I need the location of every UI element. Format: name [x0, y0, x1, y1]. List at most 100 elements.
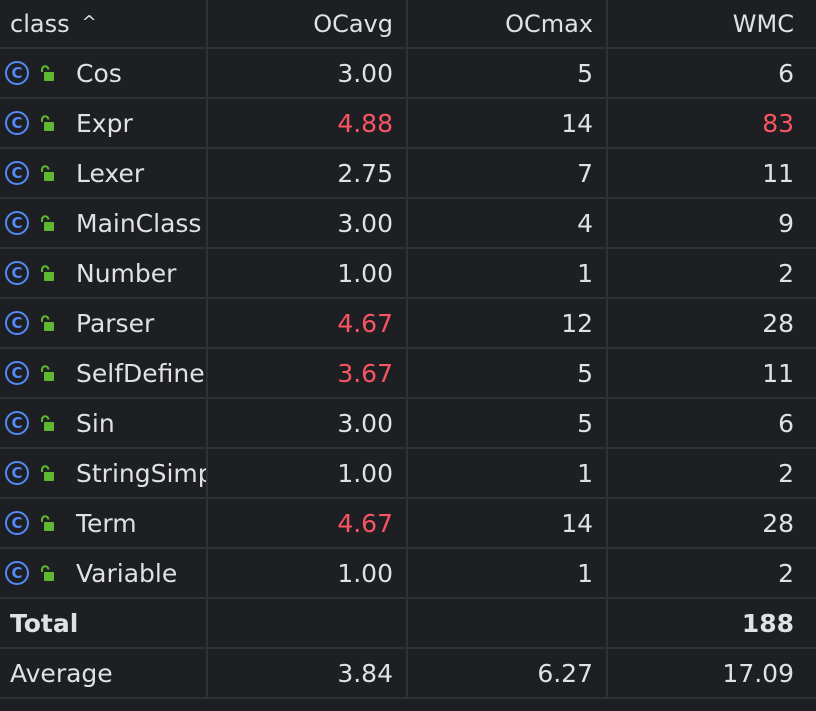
row-divider: [0, 97, 816, 99]
row-divider: [0, 147, 816, 149]
row-divider: [0, 47, 816, 49]
column-header-ocavg[interactable]: OCavg: [313, 10, 393, 38]
class-icon: C: [5, 561, 29, 585]
class-name: Term: [76, 508, 137, 538]
ocavg-cell: 4.88: [337, 108, 393, 138]
table-row[interactable]: C SelfDefine 3.67 5 11: [0, 348, 816, 398]
total-ocmax: [407, 598, 607, 648]
wmc-cell: 11: [762, 358, 794, 388]
average-label: Average: [10, 658, 113, 688]
wmc-cell: 83: [762, 108, 794, 138]
average-ocmax: 6.27: [537, 658, 593, 688]
class-icon: C: [5, 361, 29, 385]
table-row[interactable]: C MainClass 3.00 4 9: [0, 198, 816, 248]
wmc-cell: 28: [762, 308, 794, 338]
wmc-cell: 28: [762, 508, 794, 538]
class-name: Number: [76, 258, 177, 288]
class-icon: C: [5, 261, 29, 285]
class-name: Sin: [76, 408, 115, 438]
wmc-cell: 2: [778, 558, 794, 588]
class-icon: C: [5, 61, 29, 85]
table-row[interactable]: C Cos 3.00 5 6: [0, 48, 816, 98]
ocmax-cell: 1: [577, 558, 593, 588]
sort-ascending-icon[interactable]: ^: [81, 11, 97, 33]
unlocked-public-icon: [29, 464, 55, 482]
column-header-ocmax[interactable]: OCmax: [505, 10, 593, 38]
class-icon: C: [5, 461, 29, 485]
row-divider: [0, 197, 816, 199]
table-row[interactable]: C Lexer 2.75 7 11: [0, 148, 816, 198]
ocmax-cell: 5: [577, 58, 593, 88]
total-label: Total: [10, 608, 79, 638]
class-cell: C Variable: [0, 548, 207, 598]
class-cell: C Number: [0, 248, 207, 298]
unlocked-public-icon: [29, 214, 55, 232]
class-cell: C Parser: [0, 298, 207, 348]
class-name: StringSimp: [76, 458, 207, 488]
ocavg-cell: 3.00: [337, 208, 393, 238]
class-icon: C: [5, 411, 29, 435]
column-header-wmc[interactable]: WMC: [732, 10, 794, 38]
column-divider: [206, 0, 208, 698]
ocmax-cell: 14: [561, 108, 593, 138]
table-row[interactable]: C Parser 4.67 12 28: [0, 298, 816, 348]
class-icon: C: [5, 211, 29, 235]
class-cell: C Lexer: [0, 148, 207, 198]
wmc-cell: 2: [778, 458, 794, 488]
row-divider: [0, 497, 816, 499]
wmc-cell: 2: [778, 258, 794, 288]
unlocked-public-icon: [29, 514, 55, 532]
total-row: Total 188: [0, 598, 816, 648]
average-ocavg: 3.84: [337, 658, 393, 688]
class-name: MainClass: [76, 208, 202, 238]
table-row[interactable]: C StringSimp 1.00 1 2: [0, 448, 816, 498]
ocavg-cell: 3.00: [337, 58, 393, 88]
class-icon: C: [5, 111, 29, 135]
class-icon: C: [5, 311, 29, 335]
class-name: Parser: [76, 308, 155, 338]
class-name: Lexer: [76, 158, 145, 188]
ocavg-cell: 1.00: [337, 458, 393, 488]
row-divider: [0, 347, 816, 349]
unlocked-public-icon: [29, 314, 55, 332]
class-cell: C Cos: [0, 48, 207, 98]
row-divider: [0, 597, 816, 599]
ocmax-cell: 1: [577, 458, 593, 488]
unlocked-public-icon: [29, 64, 55, 82]
class-name: Cos: [76, 58, 122, 88]
table-row[interactable]: C Number 1.00 1 2: [0, 248, 816, 298]
row-divider: [0, 297, 816, 299]
average-wmc: 17.09: [722, 658, 794, 688]
wmc-cell: 6: [778, 408, 794, 438]
ocmax-cell: 1: [577, 258, 593, 288]
class-cell: C Expr: [0, 98, 207, 148]
class-cell: C Term: [0, 498, 207, 548]
unlocked-public-icon: [29, 414, 55, 432]
column-header-class-label: class: [10, 10, 70, 38]
table-row[interactable]: C Expr 4.88 14 83: [0, 98, 816, 148]
ocmax-cell: 7: [577, 158, 593, 188]
unlocked-public-icon: [29, 564, 55, 582]
wmc-cell: 11: [762, 158, 794, 188]
ocmax-cell: 12: [561, 308, 593, 338]
ocavg-cell: 4.67: [337, 508, 393, 538]
table-row[interactable]: C Sin 3.00 5 6: [0, 398, 816, 448]
class-cell: C Sin: [0, 398, 207, 448]
class-icon: C: [5, 161, 29, 185]
class-cell: C StringSimp: [0, 448, 207, 498]
row-divider: [0, 447, 816, 449]
row-divider: [0, 697, 816, 699]
class-cell: C SelfDefine: [0, 348, 207, 398]
unlocked-public-icon: [29, 364, 55, 382]
table-row[interactable]: C Variable 1.00 1 2: [0, 548, 816, 598]
total-ocavg: [207, 598, 407, 648]
ocavg-cell: 2.75: [337, 158, 393, 188]
ocmax-cell: 5: [577, 408, 593, 438]
column-divider: [606, 0, 608, 698]
column-header-class[interactable]: class ^: [0, 0, 207, 48]
ocmax-cell: 5: [577, 358, 593, 388]
table-row[interactable]: C Term 4.67 14 28: [0, 498, 816, 548]
unlocked-public-icon: [29, 164, 55, 182]
row-divider: [0, 397, 816, 399]
